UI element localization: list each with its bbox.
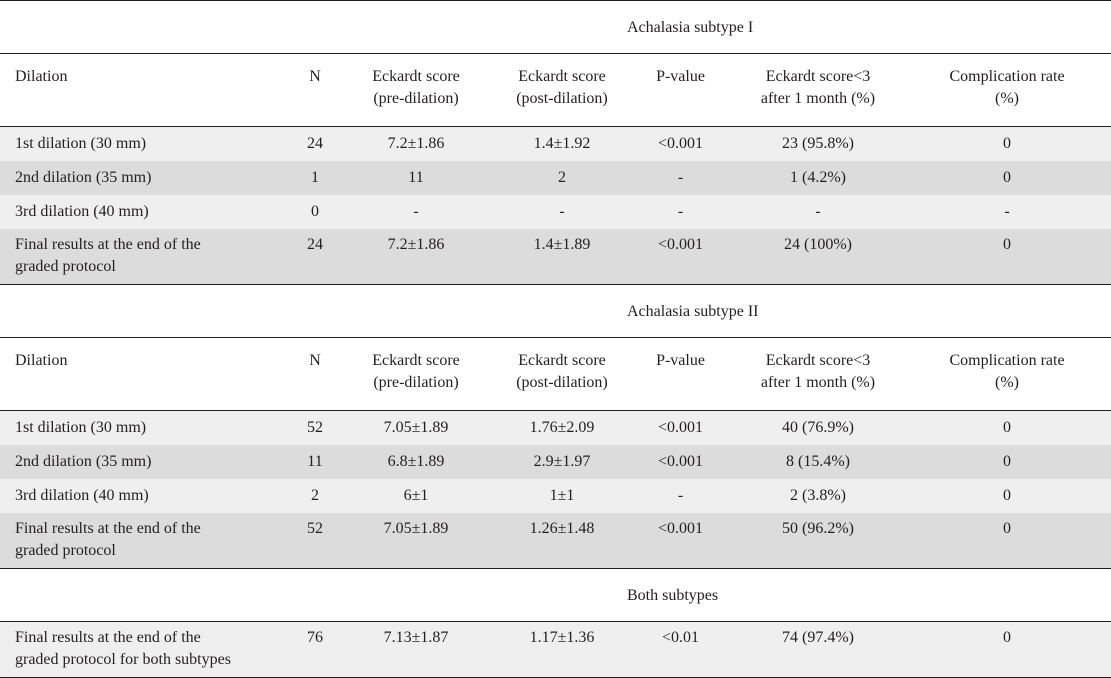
table-cell: 23 (95.8%) [733,126,903,161]
table-cell: 1.4±1.89 [496,228,628,285]
table-cell: 2 (3.8%) [733,478,903,513]
table-cell: 76 [294,621,336,678]
table-cell: 11 [294,444,336,479]
table-cell: <0.001 [628,228,733,285]
table-cell: 1.17±1.36 [496,621,628,678]
column-header: N [294,53,336,127]
row-label: 2nd dilation (35 mm) [0,444,294,479]
table-row: 1st dilation (30 mm) 24 7.2±1.86 1.4±1.92 <0… [0,126,1111,161]
table-cell: 11 [336,160,496,195]
table-row: 3rd dilation (40 mm) 0- - - - - [0,194,1111,229]
table-cell: <0.01 [628,621,733,678]
table-cell: 50 (96.2%) [733,512,903,569]
section-title: Achalasia subtype I [0,0,1111,54]
section-title-row: Achalasia subtype I [0,0,1111,54]
table-cell: 0 [903,478,1111,513]
table-cell: <0.001 [628,410,733,445]
table-row: 3rd dilation (40 mm) 2 6±1 1±1-2 (3.8%) 0 [0,478,1111,513]
table-cell: 52 [294,410,336,445]
table-row: 2nd dilation (35 mm) 11 6.8±1.89 2.9±1.97 <0… [0,444,1111,479]
table-cell: 7.2±1.86 [336,228,496,285]
table-row: Final results at the end of the graded p… [0,228,1111,285]
column-header: P-value [628,337,733,411]
table-row: 2nd dilation (35 mm) 1 11 2-1 (4.2%) 0 [0,160,1111,195]
section-title: Both subtypes [0,568,1111,622]
table-cell: <0.001 [628,444,733,479]
table-cell: 0 [903,621,1111,678]
table-cell: - [336,194,496,229]
table-cell: 1 [294,160,336,195]
row-label: Final results at the end of the graded p… [0,512,294,569]
column-header-row: Dilation N Eckardt score (pre-dilation) Eck… [0,53,1111,127]
table-cell: 52 [294,512,336,569]
table-cell: 6±1 [336,478,496,513]
table-row: Final results at the end of the graded p… [0,512,1111,569]
table-cell: 0 [294,194,336,229]
row-label: 1st dilation (30 mm) [0,126,294,161]
column-header: Complication rate (%) [903,53,1111,127]
table-cell: 0 [903,160,1111,195]
table-row: Final results at the end of the graded p… [0,621,1111,678]
row-label: 1st dilation (30 mm) [0,410,294,445]
column-header: Complication rate (%) [903,337,1111,411]
table-cell: 8 (15.4%) [733,444,903,479]
table-cell: 1.76±2.09 [496,410,628,445]
table-cell: 0 [903,228,1111,285]
column-header: Eckardt score (pre-dilation) [336,53,496,127]
column-header: P-value [628,53,733,127]
table-cell: 2.9±1.97 [496,444,628,479]
table-cell: 40 (76.9%) [733,410,903,445]
column-header: Eckardt score<3 after 1 month (%) [733,337,903,411]
table-cell: 1.4±1.92 [496,126,628,161]
table-cell: - [733,194,903,229]
table-cell: 1±1 [496,478,628,513]
column-header: Eckardt score<3 after 1 month (%) [733,53,903,127]
row-label: Final results at the end of the graded p… [0,621,294,678]
column-header: N [294,337,336,411]
table-cell: 2 [496,160,628,195]
table-cell: - [628,160,733,195]
section-title-row: Both subtypes [0,568,1111,622]
table-cell: 0 [903,410,1111,445]
row-label: 3rd dilation (40 mm) [0,478,294,513]
column-header: Dilation [0,337,294,411]
table-cell: 24 (100%) [733,228,903,285]
table-cell: - [628,478,733,513]
table-cell: 2 [294,478,336,513]
table-cell: 7.05±1.89 [336,410,496,445]
row-label: 3rd dilation (40 mm) [0,194,294,229]
table-cell: 24 [294,228,336,285]
column-header: Eckardt score (post-dilation) [496,337,628,411]
table-cell: 0 [903,444,1111,479]
table-cell: - [903,194,1111,229]
table-cell: 7.05±1.89 [336,512,496,569]
table-cell: 1 (4.2%) [733,160,903,195]
table-cell: 7.2±1.86 [336,126,496,161]
table-cell: <0.001 [628,512,733,569]
column-header: Eckardt score (pre-dilation) [336,337,496,411]
table-cell: <0.001 [628,126,733,161]
table-cell: 1.26±1.48 [496,512,628,569]
table-cell: 74 (97.4%) [733,621,903,678]
table-cell: 0 [903,512,1111,569]
table-cell: 0 [903,126,1111,161]
column-header: Dilation [0,53,294,127]
table-cell: - [628,194,733,229]
table-row: 1st dilation (30 mm) 52 7.05±1.89 1.76±2.09… [0,410,1111,445]
section-title: Achalasia subtype II [0,284,1111,338]
row-label: Final results at the end of the graded p… [0,228,294,285]
row-label: 2nd dilation (35 mm) [0,160,294,195]
table-cell: - [496,194,628,229]
table-cell: 24 [294,126,336,161]
column-header-row: Dilation N Eckardt score (pre-dilation) Eck… [0,337,1111,411]
column-header: Eckardt score (post-dilation) [496,53,628,127]
table-cell: 6.8±1.89 [336,444,496,479]
section-title-row: Achalasia subtype II [0,284,1111,338]
table-cell: 7.13±1.87 [336,621,496,678]
